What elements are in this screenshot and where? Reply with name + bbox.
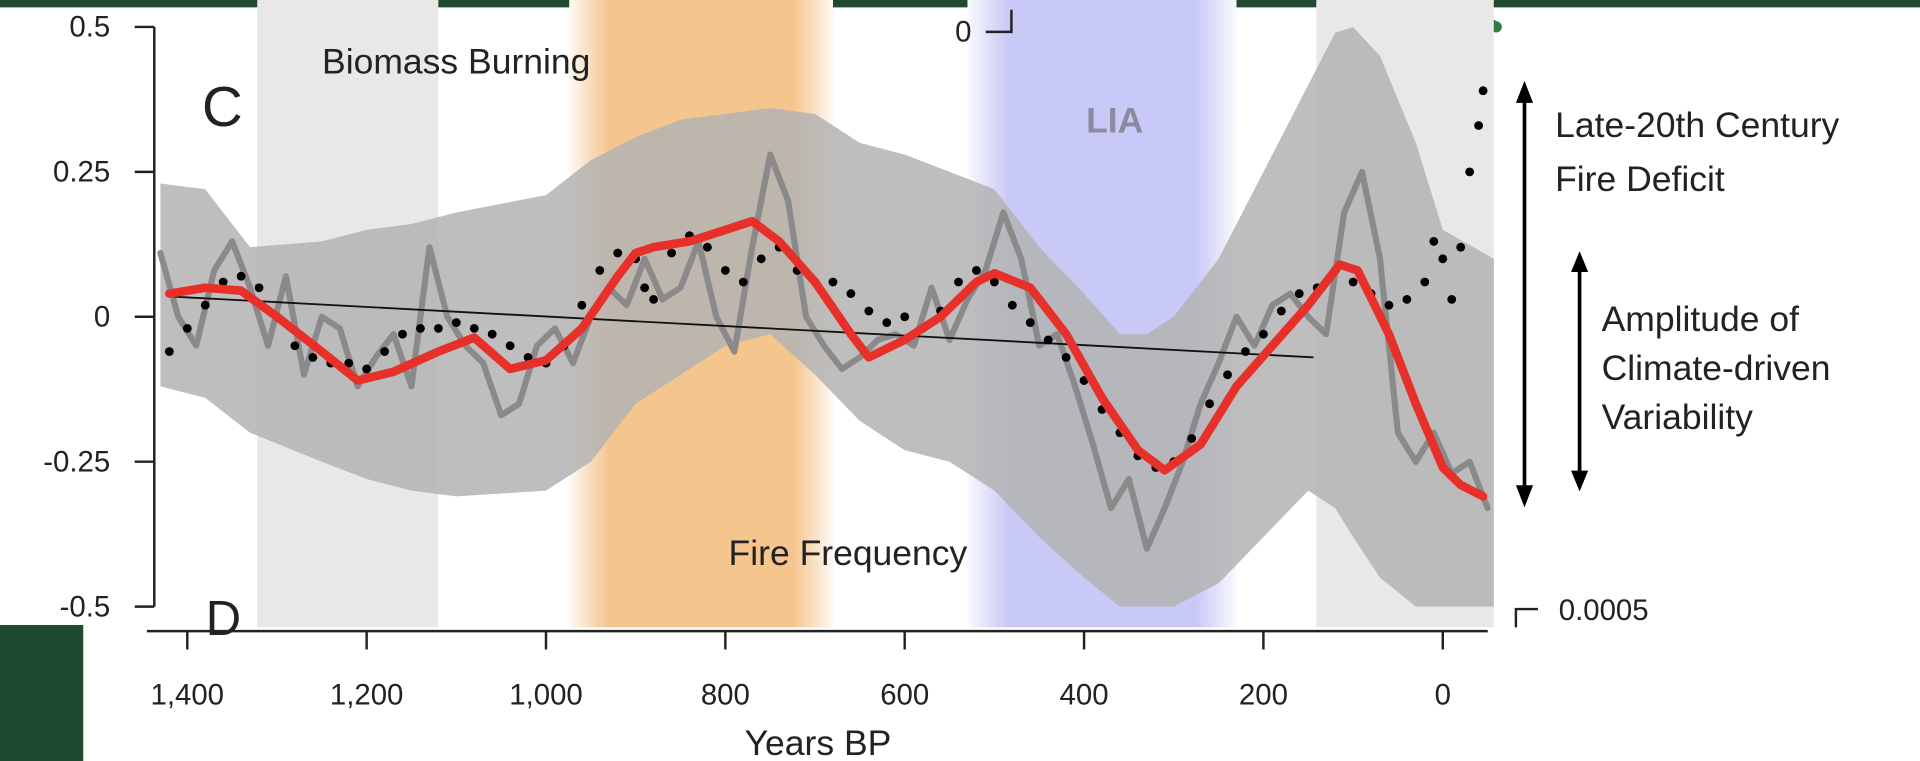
fragment-label: 0 bbox=[955, 16, 971, 49]
annotation: Amplitude of bbox=[1602, 299, 1799, 339]
data-point bbox=[362, 364, 372, 374]
data-point bbox=[640, 283, 650, 293]
y-tick-label: -0.5 bbox=[60, 590, 111, 623]
data-point bbox=[846, 289, 856, 299]
data-point bbox=[828, 277, 838, 287]
data-point bbox=[972, 265, 981, 275]
annotation: LIA bbox=[1086, 100, 1143, 140]
annotation: Variability bbox=[1602, 397, 1754, 437]
data-point bbox=[487, 329, 497, 339]
data-point bbox=[613, 248, 623, 258]
data-point bbox=[254, 283, 264, 293]
x-tick-label: 1,200 bbox=[330, 679, 403, 712]
annotation: Fire Deficit bbox=[1555, 159, 1725, 199]
y-tick-label: 0 bbox=[94, 301, 110, 334]
data-point bbox=[900, 312, 910, 322]
data-point bbox=[756, 254, 766, 264]
data-point bbox=[1429, 237, 1439, 246]
data-point bbox=[1259, 329, 1268, 339]
data-point bbox=[1294, 289, 1304, 299]
y-tick-label: -0.25 bbox=[43, 445, 110, 478]
data-point bbox=[1474, 121, 1484, 130]
data-point bbox=[577, 300, 587, 310]
fragment-axis bbox=[1514, 607, 1538, 628]
data-point bbox=[1420, 277, 1430, 287]
arrow bbox=[1571, 251, 1589, 492]
panel-label: D bbox=[206, 592, 241, 646]
data-point bbox=[667, 248, 676, 258]
annotation: Fire Frequency bbox=[729, 533, 968, 573]
data-point bbox=[989, 277, 999, 287]
data-point bbox=[1402, 294, 1412, 304]
y-tick-label: 0.5 bbox=[69, 11, 110, 44]
data-line bbox=[165, 216, 1488, 501]
data-point bbox=[1223, 370, 1232, 380]
fragment-axis bbox=[985, 9, 1013, 34]
data-point bbox=[308, 352, 318, 362]
data-point bbox=[290, 341, 300, 351]
data-point bbox=[1478, 86, 1488, 96]
data-point bbox=[1384, 300, 1394, 310]
data-point bbox=[523, 352, 533, 362]
data-point bbox=[200, 300, 210, 310]
data-point bbox=[864, 306, 874, 316]
data-point bbox=[1007, 300, 1017, 310]
data-point bbox=[1438, 254, 1448, 264]
data-point bbox=[1447, 294, 1457, 304]
x-tick-label: 1,000 bbox=[509, 679, 582, 712]
data-point bbox=[1061, 352, 1071, 362]
data-point bbox=[182, 323, 192, 333]
data-point bbox=[451, 318, 461, 327]
data-point bbox=[416, 323, 425, 333]
data-point bbox=[380, 347, 389, 356]
fragment-label: 0.0005 bbox=[1559, 594, 1649, 627]
x-tick-label: 0 bbox=[1435, 679, 1451, 712]
data-point bbox=[1348, 277, 1358, 287]
data-line bbox=[168, 295, 1314, 359]
data-point bbox=[882, 318, 892, 327]
annotation: Late-20th Century bbox=[1555, 105, 1839, 145]
data-point bbox=[1025, 318, 1035, 327]
data-point bbox=[164, 347, 174, 356]
data-point bbox=[469, 323, 479, 333]
data-point bbox=[218, 277, 228, 287]
data-point bbox=[1276, 306, 1286, 316]
x-axis-title: Years BP bbox=[745, 723, 892, 761]
data-point bbox=[954, 277, 963, 287]
x-tick-label: 200 bbox=[1239, 679, 1288, 712]
data-point bbox=[649, 294, 659, 304]
y-tick-label: 0.25 bbox=[53, 156, 110, 189]
panel-label: C bbox=[202, 75, 243, 138]
data-point bbox=[595, 265, 605, 275]
x-tick-label: 1,400 bbox=[151, 679, 224, 712]
data-point bbox=[720, 265, 730, 275]
confidence-band bbox=[160, 26, 1494, 607]
data-point bbox=[505, 341, 515, 351]
data-point bbox=[344, 358, 354, 368]
x-tick-label: 400 bbox=[1060, 679, 1109, 712]
data-point bbox=[1205, 399, 1215, 409]
data-point bbox=[1241, 347, 1250, 356]
arrow bbox=[1515, 80, 1534, 508]
x-tick-label: 800 bbox=[701, 679, 750, 712]
data-point bbox=[1043, 335, 1053, 345]
data-point bbox=[398, 329, 407, 339]
data-point bbox=[1465, 167, 1475, 177]
x-tick-label: 600 bbox=[880, 679, 929, 712]
annotation: Climate-driven bbox=[1602, 348, 1831, 388]
data-point bbox=[1456, 242, 1466, 252]
data-point bbox=[236, 271, 246, 281]
data-point bbox=[738, 277, 748, 287]
annotation: Biomass Burning bbox=[322, 42, 590, 82]
data-point bbox=[703, 242, 712, 252]
data-point bbox=[433, 323, 443, 333]
data-point bbox=[1187, 434, 1197, 443]
